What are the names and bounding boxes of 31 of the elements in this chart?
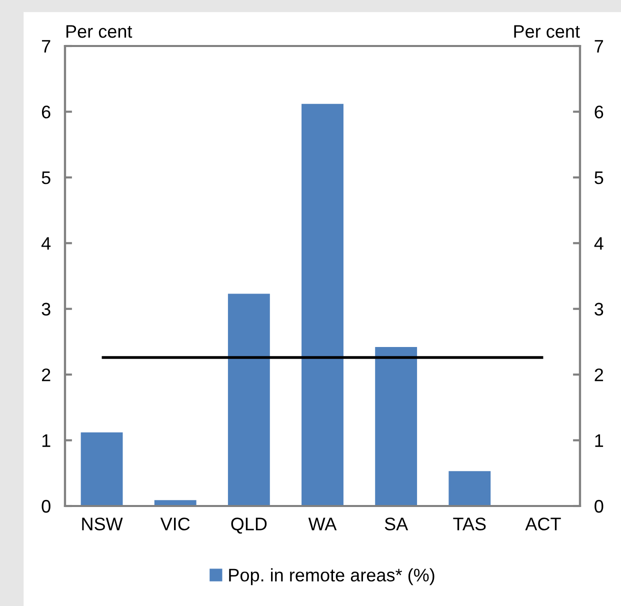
y2-tick-label: 3 (594, 302, 604, 316)
y-tick-label: 3 (42, 302, 50, 316)
y2-tick-label: 7 (594, 40, 604, 53)
y2-tick-label: 4 (594, 237, 604, 250)
bar (302, 104, 344, 506)
bar (375, 346, 418, 506)
y-tick-label: 6 (42, 106, 50, 118)
legend-label: Pop. in remote areas* (%) (229, 568, 434, 586)
x-tick-label: WA (308, 518, 337, 530)
bar (448, 471, 491, 506)
x-tick-label: SA (384, 518, 408, 530)
bar (228, 294, 270, 506)
bar (80, 432, 123, 506)
y2-tick-label: 5 (594, 172, 604, 184)
y-tick-label: 5 (42, 172, 50, 184)
y-tick-label: 7 (42, 40, 50, 53)
y2-axis-title: Per cent (514, 25, 580, 38)
y2-tick-label: 6 (594, 106, 604, 118)
y-tick-label: 4 (41, 237, 51, 250)
y-tick-label: 0 (42, 500, 50, 513)
y-axis-title: Per cent (66, 25, 132, 38)
x-tick-label: QLD (231, 518, 267, 534)
x-tick-label: VIC (160, 518, 190, 530)
y2-tick-label: 2 (594, 368, 604, 382)
y-tick-label: 2 (42, 368, 50, 382)
y2-tick-label: 0 (594, 500, 604, 513)
x-tick-label: NSW (82, 518, 123, 530)
x-tick-label: TAS (453, 518, 486, 530)
y-tick-label: 1 (42, 434, 50, 447)
y2-tick-label: 1 (595, 434, 604, 447)
x-tick-label: ACT (525, 518, 561, 530)
